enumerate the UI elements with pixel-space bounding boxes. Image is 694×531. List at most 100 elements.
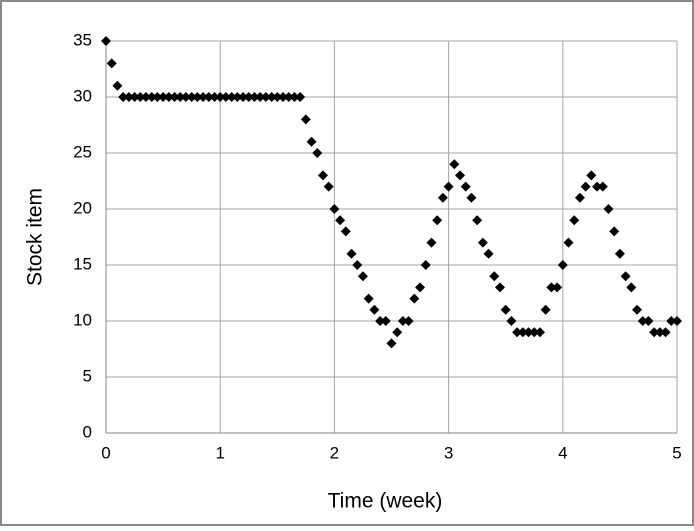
marker: [460, 181, 471, 192]
marker: [220, 92, 231, 102]
marker: [306, 136, 317, 147]
marker: [243, 92, 254, 102]
marker: [649, 327, 660, 338]
marker: [335, 215, 346, 226]
marker: [369, 304, 380, 315]
y-tick-label: 15: [73, 254, 92, 273]
marker: [323, 181, 334, 192]
marker: [626, 282, 637, 293]
marker: [278, 92, 289, 102]
marker: [300, 114, 311, 125]
marker: [472, 215, 483, 226]
marker: [517, 327, 528, 338]
marker: [140, 92, 151, 102]
y-tick-label: 20: [73, 198, 92, 217]
marker: [500, 304, 511, 315]
marker: [455, 170, 466, 181]
marker: [289, 92, 300, 102]
marker: [135, 92, 146, 102]
marker: [238, 92, 249, 102]
marker: [534, 327, 545, 338]
marker: [432, 215, 443, 226]
marker: [329, 204, 340, 214]
marker: [569, 215, 580, 226]
marker: [415, 282, 426, 293]
marker: [260, 92, 271, 102]
marker: [603, 204, 614, 214]
marker: [375, 316, 386, 326]
marker: [643, 316, 654, 326]
marker: [449, 159, 460, 170]
marker: [443, 181, 454, 192]
marker: [437, 192, 448, 203]
marker: [597, 181, 608, 192]
marker: [118, 92, 129, 102]
marker: [386, 338, 397, 349]
marker: [523, 327, 534, 338]
marker: [557, 260, 568, 270]
marker: [489, 271, 500, 282]
marker: [352, 260, 363, 270]
marker: [574, 192, 585, 203]
marker: [146, 92, 157, 102]
marker: [420, 260, 431, 270]
marker: [249, 92, 260, 102]
marker: [494, 282, 505, 293]
marker: [272, 92, 283, 102]
marker: [209, 92, 220, 102]
y-tick-label: 10: [73, 310, 92, 329]
marker: [483, 248, 494, 259]
marker: [609, 226, 620, 237]
marker: [637, 316, 648, 326]
marker: [163, 92, 174, 102]
marker: [283, 92, 294, 102]
marker: [215, 92, 226, 102]
marker: [620, 271, 631, 282]
marker: [152, 92, 163, 102]
marker: [614, 248, 625, 259]
y-tick-label: 0: [83, 422, 92, 441]
marker: [666, 316, 677, 326]
x-tick-label: 3: [444, 443, 453, 462]
marker: [192, 92, 203, 102]
marker: [563, 237, 574, 248]
x-tick-label: 5: [672, 443, 681, 462]
marker: [580, 181, 591, 192]
x-tick-label: 2: [330, 443, 339, 462]
marker: [158, 92, 169, 102]
marker: [357, 271, 368, 282]
marker: [426, 237, 437, 248]
marker: [226, 92, 237, 102]
marker: [546, 282, 557, 293]
x-tick-label: 0: [101, 443, 110, 462]
y-tick-label: 35: [73, 30, 92, 49]
marker: [123, 92, 134, 102]
marker: [346, 248, 357, 259]
marker: [466, 192, 477, 203]
x-axis-title: Time (week): [328, 490, 443, 513]
marker: [129, 92, 140, 102]
marker: [266, 92, 277, 102]
marker: [255, 92, 266, 102]
marker: [106, 58, 117, 69]
marker: [409, 293, 420, 304]
marker: [380, 316, 391, 326]
marker: [175, 92, 186, 102]
marker: [186, 92, 197, 102]
marker: [660, 327, 671, 338]
x-tick-label: 4: [558, 443, 567, 462]
marker: [312, 148, 323, 158]
marker: [112, 80, 123, 91]
marker: [586, 170, 597, 181]
marker: [295, 92, 306, 102]
marker: [101, 36, 111, 46]
marker: [397, 316, 408, 326]
y-tick-label: 30: [73, 86, 92, 105]
marker: [340, 226, 351, 237]
y-tick-label: 25: [73, 142, 92, 161]
marker: [632, 304, 643, 315]
marker: [529, 327, 540, 338]
marker: [363, 293, 374, 304]
marker: [540, 304, 551, 315]
